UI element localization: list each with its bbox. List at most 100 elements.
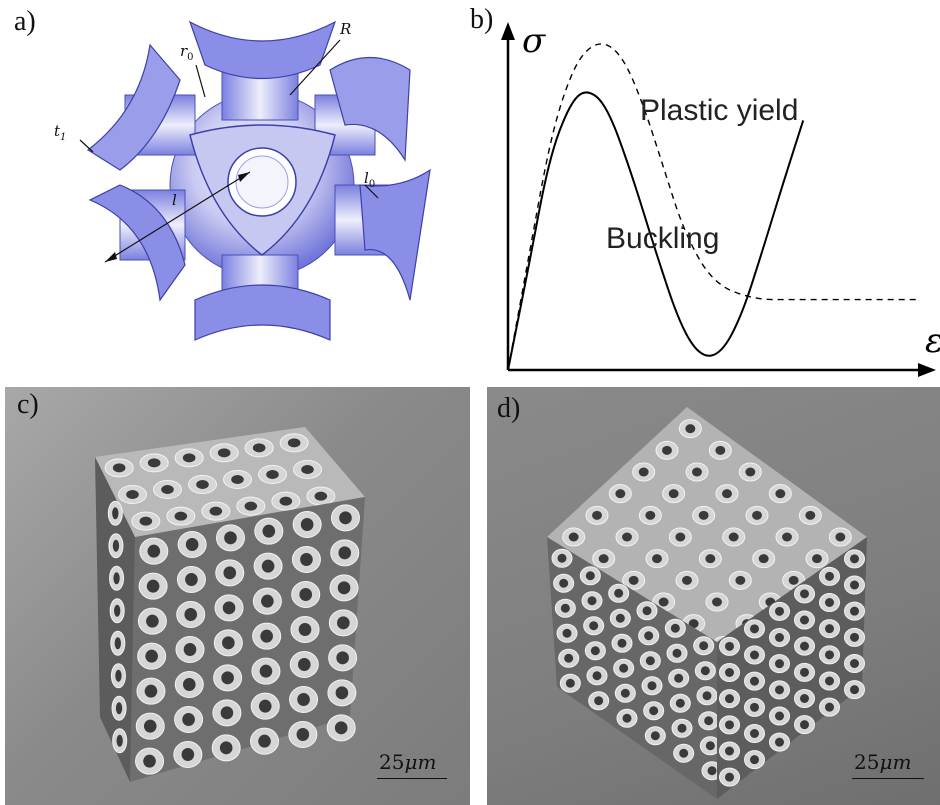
symbol-l0: l0 bbox=[364, 169, 375, 190]
lattice-pore bbox=[677, 723, 687, 733]
lattice-pore bbox=[115, 669, 122, 682]
lattice-pore bbox=[622, 532, 632, 542]
lattice-pore bbox=[725, 720, 734, 730]
lattice-pore bbox=[144, 684, 158, 698]
lattice-pore bbox=[112, 539, 120, 552]
lattice-pore bbox=[705, 741, 715, 751]
left-cap bbox=[86, 43, 181, 171]
lattice-pore bbox=[185, 573, 198, 586]
lattice-pore bbox=[775, 737, 784, 747]
lattice-pore bbox=[715, 445, 726, 455]
lattice-pore bbox=[700, 666, 710, 676]
lattice-pore bbox=[812, 554, 822, 564]
lattice-pore bbox=[850, 685, 859, 695]
lattice-pore bbox=[181, 748, 195, 761]
lattice-pore bbox=[705, 554, 716, 564]
lattice-pore bbox=[209, 506, 223, 516]
lattice-pore bbox=[114, 604, 121, 617]
symbol-l: l bbox=[172, 191, 177, 209]
lattice-pore bbox=[775, 685, 784, 695]
lattice-pore bbox=[615, 613, 625, 623]
lattice-pore bbox=[698, 510, 709, 520]
lattice-pore bbox=[143, 719, 157, 733]
lattice-pore bbox=[775, 489, 786, 499]
lattice-pore bbox=[259, 664, 273, 678]
lattice-pore bbox=[594, 696, 604, 706]
lattice-pore bbox=[300, 553, 313, 566]
lattice-pore bbox=[116, 734, 123, 747]
lattice-pore bbox=[266, 470, 279, 479]
lattice-pore bbox=[638, 467, 649, 477]
plastic-yield-label: Plastic yield bbox=[640, 94, 798, 127]
top-cap bbox=[188, 20, 337, 80]
lattice-pore bbox=[782, 532, 792, 542]
lattice-pore bbox=[692, 467, 702, 477]
lattice-pore bbox=[590, 646, 600, 656]
y-axis-symbol: σ bbox=[522, 21, 546, 61]
lattice-pore bbox=[568, 532, 579, 542]
lattice-pore bbox=[728, 532, 739, 542]
scale-bar-c bbox=[377, 778, 447, 779]
lattice-pore bbox=[800, 615, 809, 625]
lattice-pore bbox=[339, 511, 352, 525]
lattice-pore bbox=[220, 706, 234, 720]
lattice-pore bbox=[725, 746, 734, 756]
lattice-pore bbox=[679, 748, 689, 758]
lattice-pore bbox=[750, 755, 759, 765]
lattice-pore bbox=[615, 489, 626, 499]
lattice-pore bbox=[297, 658, 311, 671]
lattice-pore bbox=[619, 663, 629, 673]
lattice-pore bbox=[662, 445, 672, 455]
panel-b-label: b) bbox=[470, 4, 494, 35]
lattice-pore bbox=[559, 578, 569, 588]
lattice-pore bbox=[685, 424, 696, 434]
lattice-pore bbox=[146, 614, 159, 628]
symbol-t1: t1 bbox=[54, 122, 66, 143]
lattice-pore bbox=[114, 637, 121, 650]
lattice-pore bbox=[338, 546, 352, 560]
lattice-pore bbox=[650, 731, 660, 741]
lattice-pore bbox=[174, 511, 188, 521]
lattice-pore bbox=[617, 638, 627, 648]
lattice-pore bbox=[185, 538, 199, 551]
lattice-pore bbox=[702, 691, 712, 701]
lattice-pore bbox=[775, 659, 784, 669]
lattice-pore bbox=[800, 720, 809, 730]
lattice-pore bbox=[775, 606, 784, 616]
lattice-pore bbox=[261, 594, 274, 608]
lattice-pore bbox=[222, 636, 235, 650]
lattice-pore bbox=[620, 688, 630, 698]
lattice-pore bbox=[262, 524, 276, 538]
lattice-pore bbox=[296, 728, 310, 741]
lattice-pore bbox=[112, 507, 119, 520]
lattice-pore bbox=[182, 453, 196, 463]
lattice-pore bbox=[775, 711, 784, 721]
lattice-pore bbox=[622, 713, 632, 723]
lattice-pore bbox=[750, 729, 759, 738]
lattice-pore bbox=[750, 624, 759, 634]
lattice-pore bbox=[645, 510, 656, 520]
lattice-pore bbox=[261, 559, 275, 573]
lattice-pore bbox=[835, 532, 846, 542]
lattice-pore bbox=[752, 510, 762, 520]
lattice-pore bbox=[217, 448, 231, 458]
lattice-pore bbox=[647, 681, 657, 691]
scale-bar-d bbox=[852, 778, 924, 779]
lattice-pore bbox=[850, 554, 859, 564]
stress-strain-chart: σ ε Plastic yield Buckling bbox=[501, 21, 940, 377]
lattice-pore bbox=[652, 554, 662, 564]
series-line-plastic-yield bbox=[507, 43, 918, 371]
lattice-pore bbox=[725, 668, 734, 677]
lattice-pore bbox=[725, 694, 734, 704]
lattice-pore bbox=[587, 596, 597, 606]
lattice-pore bbox=[735, 575, 746, 585]
panel-a-label: a) bbox=[14, 6, 36, 37]
lattice-pore bbox=[699, 641, 709, 651]
lattice-pore bbox=[279, 496, 293, 506]
lattice-pore bbox=[675, 532, 686, 542]
panel-a: a) bbox=[0, 0, 470, 365]
scale-label-d: 25μm bbox=[854, 750, 912, 774]
lattice-pore bbox=[628, 575, 639, 585]
lattice-pore bbox=[298, 623, 312, 636]
lattice-pore bbox=[589, 621, 599, 631]
